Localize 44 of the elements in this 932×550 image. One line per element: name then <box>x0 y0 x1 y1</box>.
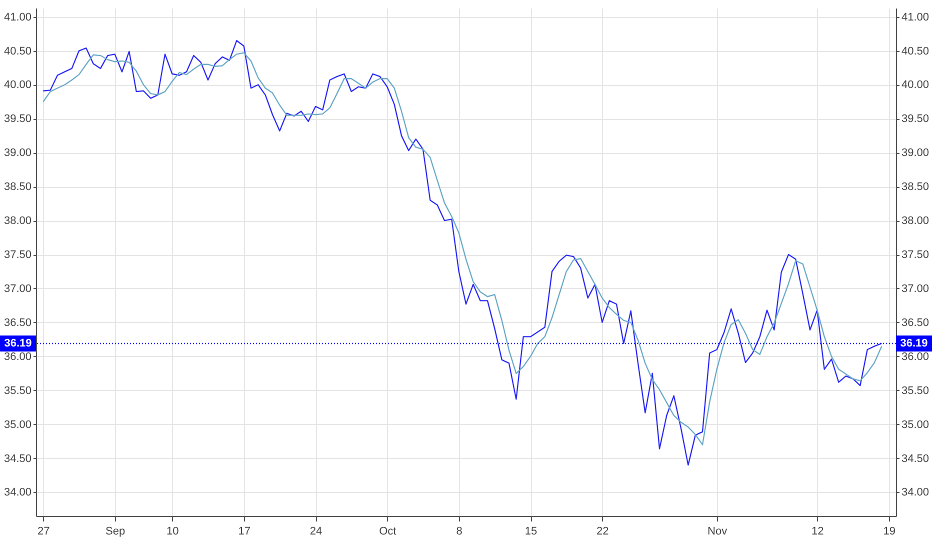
x-tick-label: 17 <box>238 526 250 538</box>
y2-tick-label: 34.00 <box>902 486 930 499</box>
x-tick-label: 8 <box>456 526 462 538</box>
y-tick-label: 35.50 <box>4 384 32 397</box>
y2-tick-label: 36.50 <box>902 316 930 329</box>
y-tick-label: 40.50 <box>4 45 32 58</box>
x-tick-label: Sep <box>106 526 126 538</box>
y-tick-label: 40.00 <box>4 79 32 92</box>
y2-tick-label: 40.50 <box>902 45 930 58</box>
x-tick-label: 19 <box>883 526 896 538</box>
y2-tick-label: 38.00 <box>902 215 930 228</box>
x-tick-label: 27 <box>38 526 50 538</box>
y-tick-label: 34.00 <box>4 486 32 499</box>
y2-tick-label: 34.50 <box>902 452 930 465</box>
y-tick-label: 34.50 <box>4 452 32 465</box>
y2-tick-label: 37.50 <box>902 249 930 262</box>
ref-line-label: 36.19 <box>4 337 32 350</box>
y2-tick-label: 40.00 <box>902 79 930 92</box>
x-tick-label: 22 <box>596 526 609 538</box>
y-tick-label: 39.50 <box>4 113 32 126</box>
x-tick-label: 24 <box>310 526 322 538</box>
x-tick-label: Oct <box>379 526 396 538</box>
y-tick-label: 38.00 <box>4 215 32 228</box>
x-tick-label: 12 <box>812 526 824 538</box>
y-tick-label: 35.00 <box>4 418 32 431</box>
y2-tick-label: 36.00 <box>902 350 930 363</box>
y-tick-label: 37.50 <box>4 249 32 262</box>
y-tick-label: 41.00 <box>4 11 32 24</box>
y2-tick-label: 38.50 <box>902 181 930 194</box>
y2-tick-label: 39.50 <box>902 113 930 126</box>
x-tick-label: 10 <box>166 526 179 538</box>
y-tick-label: 37.00 <box>4 282 32 295</box>
y-tick-label: 36.50 <box>4 316 32 329</box>
y2-tick-label: 35.00 <box>902 418 930 431</box>
y-tick-label: 39.00 <box>4 147 32 160</box>
y-tick-label: 36.00 <box>4 350 32 363</box>
text: 36.19 <box>900 337 928 350</box>
x-tick-label: 15 <box>524 526 538 538</box>
y2-tick-label: 35.50 <box>902 384 930 397</box>
y-tick-label: 38.50 <box>4 181 32 194</box>
x-tick-label: Nov <box>708 526 728 538</box>
y2-tick-label: 39.00 <box>902 147 930 160</box>
y2-tick-label: 41.00 <box>902 11 930 24</box>
y2-tick-label: 37.00 <box>902 282 930 295</box>
